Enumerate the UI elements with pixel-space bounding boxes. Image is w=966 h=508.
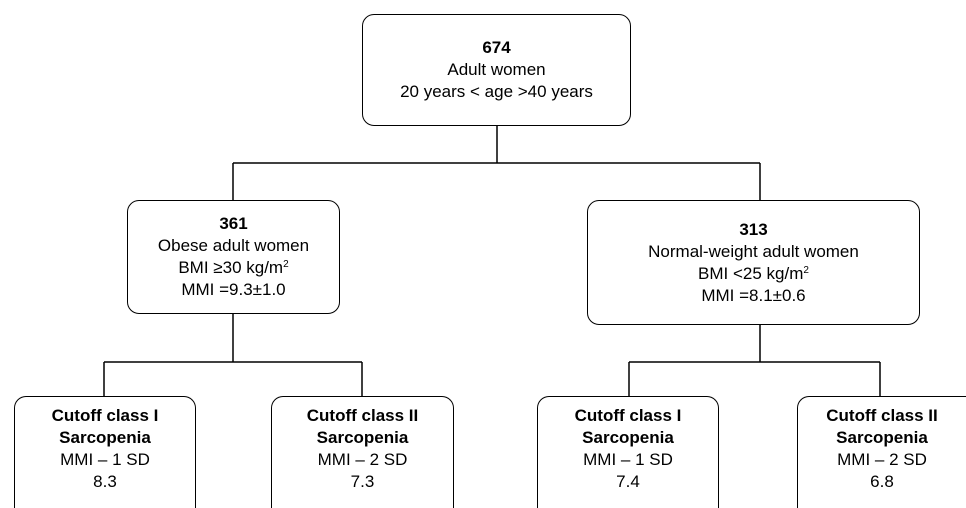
superscript: 2 — [803, 264, 809, 276]
root-node: 674 Adult women 20 years < age >40 years — [362, 14, 631, 126]
count: 313 — [739, 219, 768, 239]
count: 361 — [219, 214, 248, 233]
bmi: BMI ≥30 kg/m2 — [178, 257, 288, 279]
label: Obese adult women — [157, 236, 310, 255]
value: 8.3 — [93, 472, 117, 491]
formula: MMI – 1 SD — [60, 450, 150, 469]
title: Sarcopenia — [836, 428, 928, 447]
title: Sarcopenia — [582, 428, 674, 447]
formula: MMI – 1 SD — [583, 450, 673, 469]
formula: MMI – 2 SD — [317, 450, 408, 469]
value: 6.8 — [870, 472, 894, 491]
group-node: 361 Obese adult women BMI ≥30 kg/m2 MMI … — [127, 200, 340, 314]
group-node: 313 Normal-weight adult women BMI <25 kg… — [587, 200, 920, 325]
mmi: MMI =8.1±0.6 — [701, 285, 806, 305]
cutoff-node: Cutoff class II Sarcopenia MMI – 2 SD 6.… — [797, 396, 966, 508]
cutoff-node: Cutoff class I Sarcopenia MMI – 1 SD 8.3 — [14, 396, 196, 508]
label: 20 years < age >40 years — [400, 82, 593, 101]
bmi: BMI <25 kg/m2 — [698, 263, 809, 285]
mmi: MMI =9.3±1.0 — [181, 280, 286, 299]
label: Normal-weight adult women — [648, 241, 859, 261]
title: Sarcopenia — [59, 428, 151, 447]
count: 674 — [482, 38, 511, 57]
title: Cutoff class II — [826, 406, 938, 425]
label: Adult women — [447, 60, 546, 79]
title: Cutoff class I — [574, 406, 682, 425]
title: Cutoff class II — [306, 406, 419, 425]
formula: MMI – 2 SD — [837, 450, 927, 469]
title: Sarcopenia — [316, 428, 409, 447]
cutoff-node: Cutoff class I Sarcopenia MMI – 1 SD 7.4 — [537, 396, 719, 508]
superscript: 2 — [283, 259, 289, 270]
title: Cutoff class I — [51, 406, 159, 425]
value: 7.4 — [616, 472, 640, 491]
bmi-text: BMI <25 kg/m — [698, 263, 804, 283]
value: 7.3 — [350, 472, 375, 491]
cutoff-node: Cutoff class II Sarcopenia MMI – 2 SD 7.… — [271, 396, 454, 508]
bmi-text: BMI ≥30 kg/m — [178, 258, 284, 277]
